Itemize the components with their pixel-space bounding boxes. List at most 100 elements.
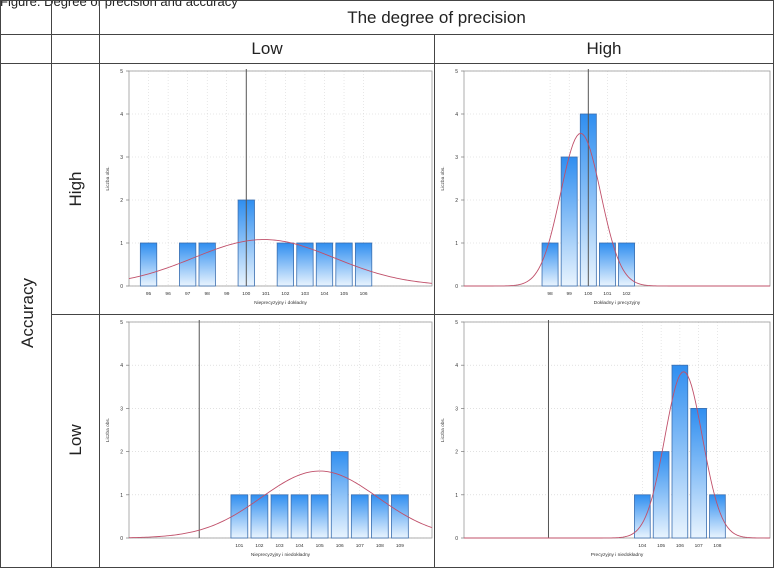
y-tick-label: 1 — [120, 241, 123, 247]
y-axis-label: Liczba obs. — [440, 418, 446, 442]
x-tick-label: 102 — [255, 543, 263, 549]
x-tick-label: 107 — [356, 543, 364, 549]
y-tick-label: 5 — [455, 69, 458, 75]
x-tick-label: 107 — [695, 543, 703, 549]
x-tick-label: 101 — [262, 291, 270, 297]
normal-curve — [128, 470, 433, 539]
normal-curve — [464, 132, 770, 287]
normal-curve — [464, 371, 771, 539]
bar — [560, 156, 578, 287]
x-tick-label: 96 — [165, 291, 171, 297]
x-tick-label: 104 — [638, 543, 646, 549]
chart-high-precision-low-accuracy: 0 1 2 3 4 5 104 105 106 107 108 Precyzyjny i niedok… — [436, 316, 772, 566]
x-tick-label: 103 — [275, 543, 283, 549]
col-low-header: Low — [251, 39, 283, 58]
x-tick-label: 104 — [296, 543, 304, 549]
col-high-header: High — [586, 39, 622, 58]
y-axis-label: Liczba obs. — [105, 166, 111, 190]
bar — [296, 242, 314, 287]
y-axis-label: Liczba obs. — [440, 166, 446, 190]
x-tick-label: 105 — [657, 543, 665, 549]
x-tick-label: 103 — [301, 291, 309, 297]
y-tick-label: 4 — [120, 363, 123, 369]
bar — [690, 408, 707, 539]
bar — [599, 242, 616, 287]
chart-svg: 0 1 2 3 4 5 104 105 106 107 108 Precyzyjny i niedok… — [440, 320, 771, 558]
x-axis-label: Precyzyjny i niedokładny — [591, 552, 644, 558]
chart-svg: 0 1 2 3 4 5 101 102 103 104 105 106 107 108 109 Nieprec… — [105, 320, 433, 558]
x-tick-label: 101 — [235, 543, 243, 549]
x-tick-label: 100 — [242, 291, 250, 297]
x-tick-label: 105 — [316, 543, 324, 549]
x-tick-label: 98 — [205, 291, 211, 297]
bar — [335, 242, 353, 287]
bar — [709, 494, 726, 539]
y-tick-label: 5 — [120, 320, 123, 326]
chart-low-precision-high-accuracy: 0 1 2 3 4 5 95 96 97 98 99 100 101 102 103 104 105 106 Nie… — [101, 65, 433, 313]
figure-caption: Figure. Degree of precision and accuracy — [0, 0, 238, 9]
y-axis-label: Liczba obs. — [105, 418, 111, 442]
bar — [350, 494, 369, 539]
y-tick-label: 5 — [455, 320, 458, 326]
y-tick-label: 3 — [120, 406, 123, 412]
normal-curve — [128, 239, 433, 284]
bar — [330, 451, 349, 539]
y-tick-label: 0 — [455, 536, 458, 542]
y-tick-label: 3 — [455, 155, 458, 161]
y-tick-label: 5 — [120, 69, 123, 75]
chart-high-precision-high-accuracy: 0 1 2 3 4 5 98 99 100 101 102 Dokładny i precyzyjny… — [436, 65, 772, 313]
y-tick-label: 4 — [455, 363, 458, 369]
x-tick-label: 101 — [603, 291, 611, 297]
x-tick-label: 97 — [185, 291, 191, 297]
bar — [541, 242, 559, 287]
y-tick-label: 2 — [455, 198, 458, 204]
y-tick-label: 0 — [455, 284, 458, 290]
bar — [276, 242, 294, 287]
x-tick-label: 99 — [224, 291, 230, 297]
plot-frame — [463, 70, 771, 287]
x-tick-label: 106 — [336, 543, 344, 549]
bar — [179, 242, 197, 287]
x-axis-label: Dokładny i precyzyjny — [594, 300, 641, 306]
x-tick-label: 106 — [360, 291, 368, 297]
y-tick-label: 0 — [120, 284, 123, 290]
bar — [270, 494, 289, 539]
x-tick-label: 104 — [320, 291, 328, 297]
x-tick-label: 106 — [676, 543, 684, 549]
y-tick-label: 4 — [455, 112, 458, 118]
y-tick-label: 2 — [455, 450, 458, 456]
bar — [315, 242, 334, 287]
bar — [354, 242, 373, 287]
y-tick-label: 1 — [120, 493, 123, 499]
row-high-header: High — [66, 171, 85, 207]
chart-svg: 0 1 2 3 4 5 95 96 97 98 99 100 101 102 103 104 105 106 Nie… — [105, 69, 433, 306]
x-tick-label: 102 — [623, 291, 631, 297]
x-tick-label: 98 — [547, 291, 553, 297]
x-tick-label: 102 — [281, 291, 289, 297]
y-tick-label: 2 — [120, 198, 123, 204]
bar — [618, 242, 635, 287]
bar — [290, 494, 309, 539]
bar — [634, 494, 651, 539]
chart-svg: 0 1 2 3 4 5 98 99 100 101 102 Dokładny i precyzyjny… — [440, 69, 771, 306]
y-tick-label: 2 — [120, 450, 123, 456]
bar — [230, 494, 249, 539]
x-axis-label: Nieprecyzyjny i niedokładny — [251, 552, 311, 558]
bar — [652, 451, 670, 539]
bar — [370, 494, 389, 539]
y-tick-label: 1 — [455, 493, 458, 499]
x-tick-label: 105 — [340, 291, 348, 297]
y-tick-label: 0 — [120, 536, 123, 542]
y-tick-label: 1 — [455, 241, 458, 247]
y-tick-label: 3 — [120, 155, 123, 161]
y-tick-label: 4 — [120, 112, 123, 118]
bar — [671, 364, 689, 539]
x-tick-label: 99 — [567, 291, 573, 297]
x-tick-label: 108 — [713, 543, 721, 549]
row-low-header: Low — [66, 424, 85, 456]
x-tick-label: 95 — [146, 291, 152, 297]
x-axis-label: Nieprecyzyjny i dokładny — [254, 300, 307, 306]
bar — [310, 494, 329, 539]
x-tick-label: 108 — [376, 543, 384, 549]
chart-low-precision-low-accuracy: 0 1 2 3 4 5 101 102 103 104 105 106 107 108 109 Nieprec… — [101, 316, 433, 566]
